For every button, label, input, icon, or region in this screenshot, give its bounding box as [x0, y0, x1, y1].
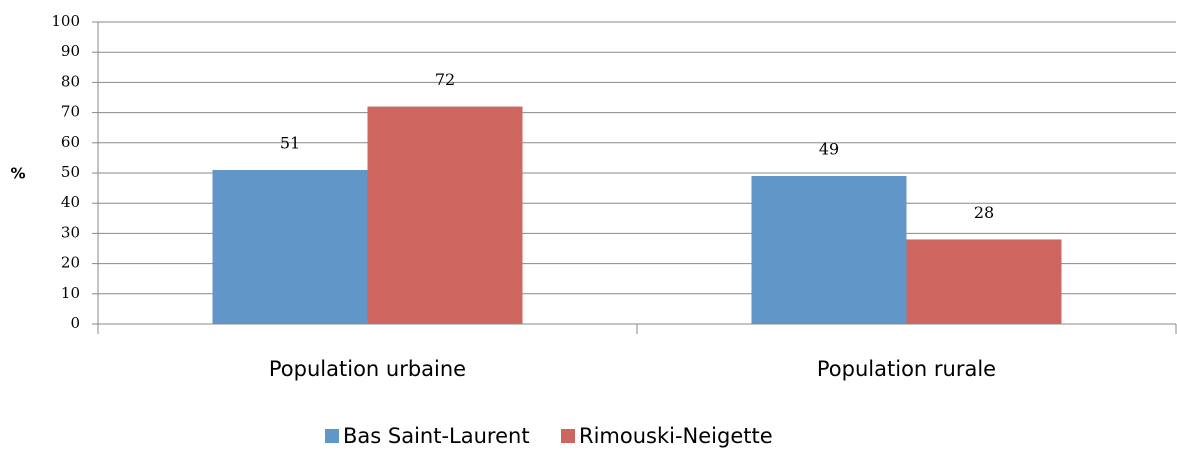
data-label: 49	[819, 140, 839, 159]
y-tick-label: 50	[61, 163, 80, 181]
y-tick-label: 10	[61, 284, 80, 302]
data-label: 72	[435, 70, 455, 89]
y-tick-label: 90	[61, 42, 80, 60]
y-tick-label: 20	[61, 254, 80, 272]
bar	[212, 169, 368, 324]
y-tick-label: 30	[61, 223, 80, 241]
legend-label: Rimouski-Neigette	[579, 424, 773, 448]
y-tick-label: 60	[61, 133, 80, 151]
y-tick-label: 0	[70, 314, 80, 332]
y-tick-label: 70	[61, 103, 80, 121]
y-tick-label: 100	[51, 12, 80, 30]
legend-swatch	[561, 429, 575, 443]
bar	[367, 106, 523, 324]
data-label: 51	[280, 133, 300, 152]
y-tick-label: 40	[61, 193, 80, 211]
y-tick-label: 80	[61, 72, 80, 90]
legend-label: Bas Saint-Laurent	[343, 424, 530, 448]
legend-swatch	[325, 429, 339, 443]
bar	[906, 239, 1062, 324]
bar	[751, 176, 907, 324]
x-tick-label: Population urbaine	[269, 357, 466, 381]
y-axis-label: %	[10, 165, 25, 183]
x-tick-label: Population rurale	[817, 357, 996, 381]
data-label: 28	[974, 203, 994, 222]
